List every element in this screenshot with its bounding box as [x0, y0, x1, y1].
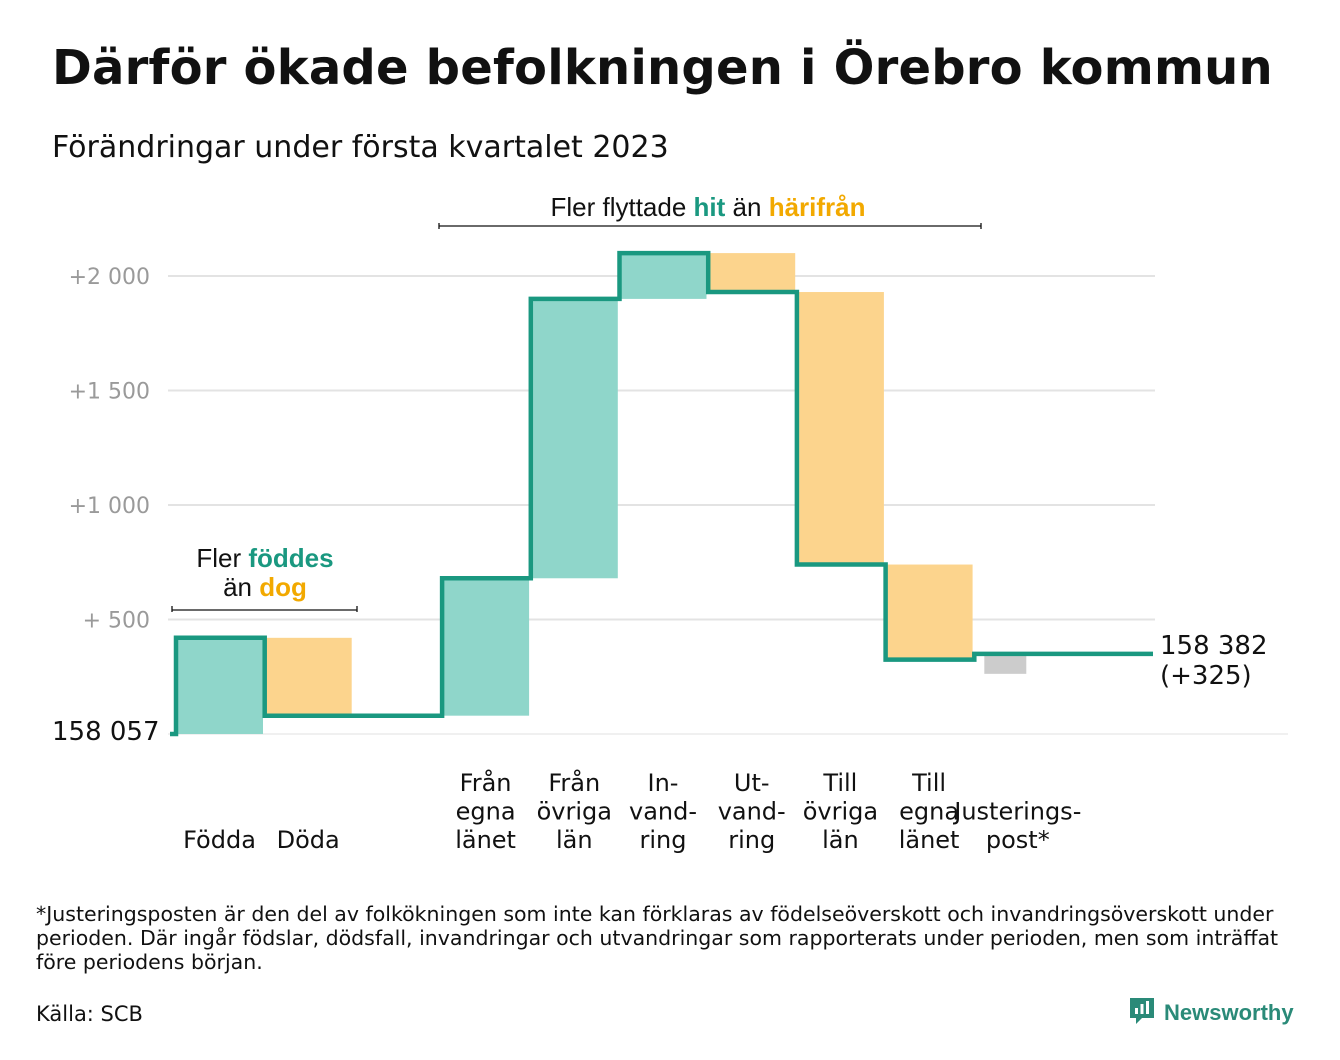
category-label: Till	[822, 769, 857, 797]
source-label: Källa: SCB	[36, 1002, 143, 1026]
category-label: In-	[648, 769, 679, 797]
bar-loss	[796, 292, 884, 565]
newsworthy-logo-icon	[1128, 996, 1156, 1030]
bar-loss	[885, 564, 973, 660]
category-label: län	[822, 826, 859, 854]
bar-loss	[264, 637, 352, 716]
bar-adjustment	[984, 653, 1027, 674]
footnote: *Justeringsposten är den del av folkökni…	[36, 902, 1279, 974]
end-change-label: (+325)	[1160, 661, 1252, 691]
y-tick-label: + 500	[83, 609, 150, 634]
category-label: län	[556, 826, 593, 854]
bar-loss	[708, 253, 796, 293]
category-label: Födda	[183, 826, 256, 854]
natural-annotation-line2: än dog	[223, 572, 307, 602]
bar-gain	[619, 253, 707, 299]
y-tick-label: +1 500	[69, 380, 150, 405]
bar-gain	[176, 637, 263, 734]
natural-bracket	[171, 606, 358, 612]
category-label: Döda	[277, 826, 340, 854]
category-label: Ut-	[734, 769, 770, 797]
natural-annotation-line1: Fler föddes	[196, 543, 333, 573]
category-label: länet	[899, 826, 960, 854]
chart-subtitle: Förändringar under första kvartalet 2023	[52, 130, 669, 165]
bar-gain	[530, 298, 618, 579]
category-label: övriga	[803, 798, 878, 826]
brand[interactable]: Newsworthy	[1128, 996, 1294, 1030]
y-tick-label: +2 000	[69, 265, 150, 290]
category-label: egna	[456, 798, 516, 826]
bar-gain	[442, 578, 530, 716]
category-label: länet	[455, 826, 516, 854]
y-tick-label: +1 000	[69, 494, 150, 519]
category-label: ring	[640, 826, 687, 854]
brand-name: Newsworthy	[1164, 1000, 1294, 1025]
category-label: övriga	[537, 798, 612, 826]
start-value-label: 158 057	[52, 717, 160, 747]
category-label: Från	[548, 768, 600, 797]
chart-title: Därför ökade befolkningen i Örebro kommu…	[52, 40, 1273, 96]
cumulative-step-line	[170, 250, 1153, 737]
category-label: Från	[460, 768, 512, 797]
category-label: egna	[899, 798, 959, 826]
migration-annotation: Fler flyttade hit än härifrån	[550, 192, 865, 222]
category-label: Till	[911, 769, 946, 797]
category-label: vand-	[629, 798, 697, 826]
category-label: Justerings-	[952, 798, 1081, 826]
category-label: ring	[728, 826, 775, 854]
migration-bracket	[438, 223, 982, 229]
category-label: post*	[986, 826, 1050, 854]
category-label: vand-	[718, 798, 786, 826]
end-value-label: 158 382	[1160, 631, 1268, 661]
